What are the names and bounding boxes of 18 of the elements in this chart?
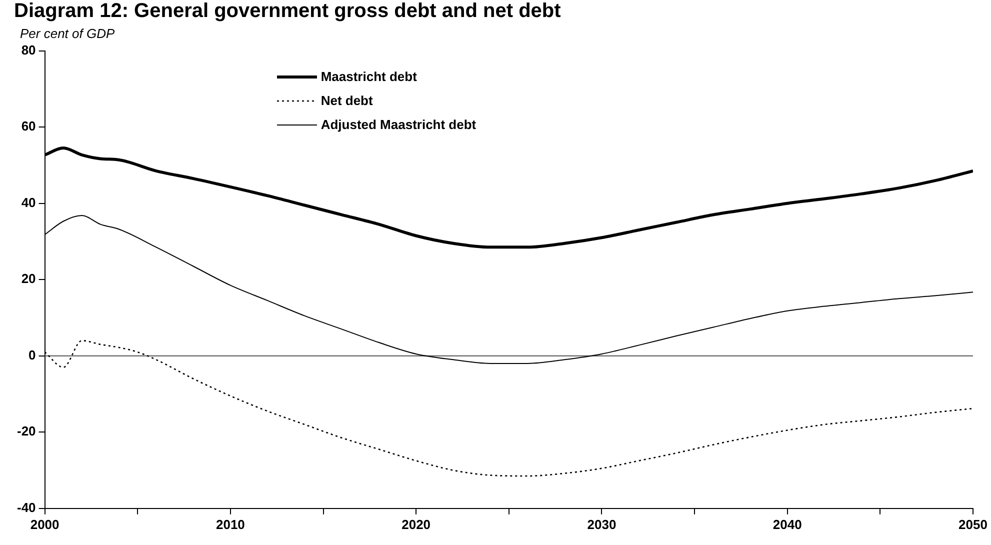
x-tick-label: 2030	[587, 516, 616, 532]
legend-label: Net debt	[320, 93, 373, 108]
x-tick-label: 2000	[30, 516, 60, 532]
y-tick-label: 0	[28, 347, 36, 362]
y-tick-label: -40	[16, 500, 36, 515]
y-axis-title: Per cent of GDP	[20, 26, 115, 41]
y-tick-label: 40	[21, 194, 36, 210]
y-tick-label: 60	[21, 118, 36, 134]
x-tick-label: 2020	[402, 516, 431, 532]
y-tick-label: -20	[16, 424, 36, 439]
legend-label: Adjusted Maastricht debt	[320, 117, 476, 132]
x-tick-label: 2010	[216, 516, 245, 532]
legend-label: Maastricht debt	[320, 69, 417, 84]
x-tick-label: 2050	[958, 516, 988, 532]
y-tick-label: 80	[21, 42, 36, 58]
x-tick-label: 2040	[772, 516, 802, 532]
y-tick-label: 20	[21, 271, 36, 286]
chart-title: Diagram 12: General government gross debt and net debt	[14, 0, 561, 23]
